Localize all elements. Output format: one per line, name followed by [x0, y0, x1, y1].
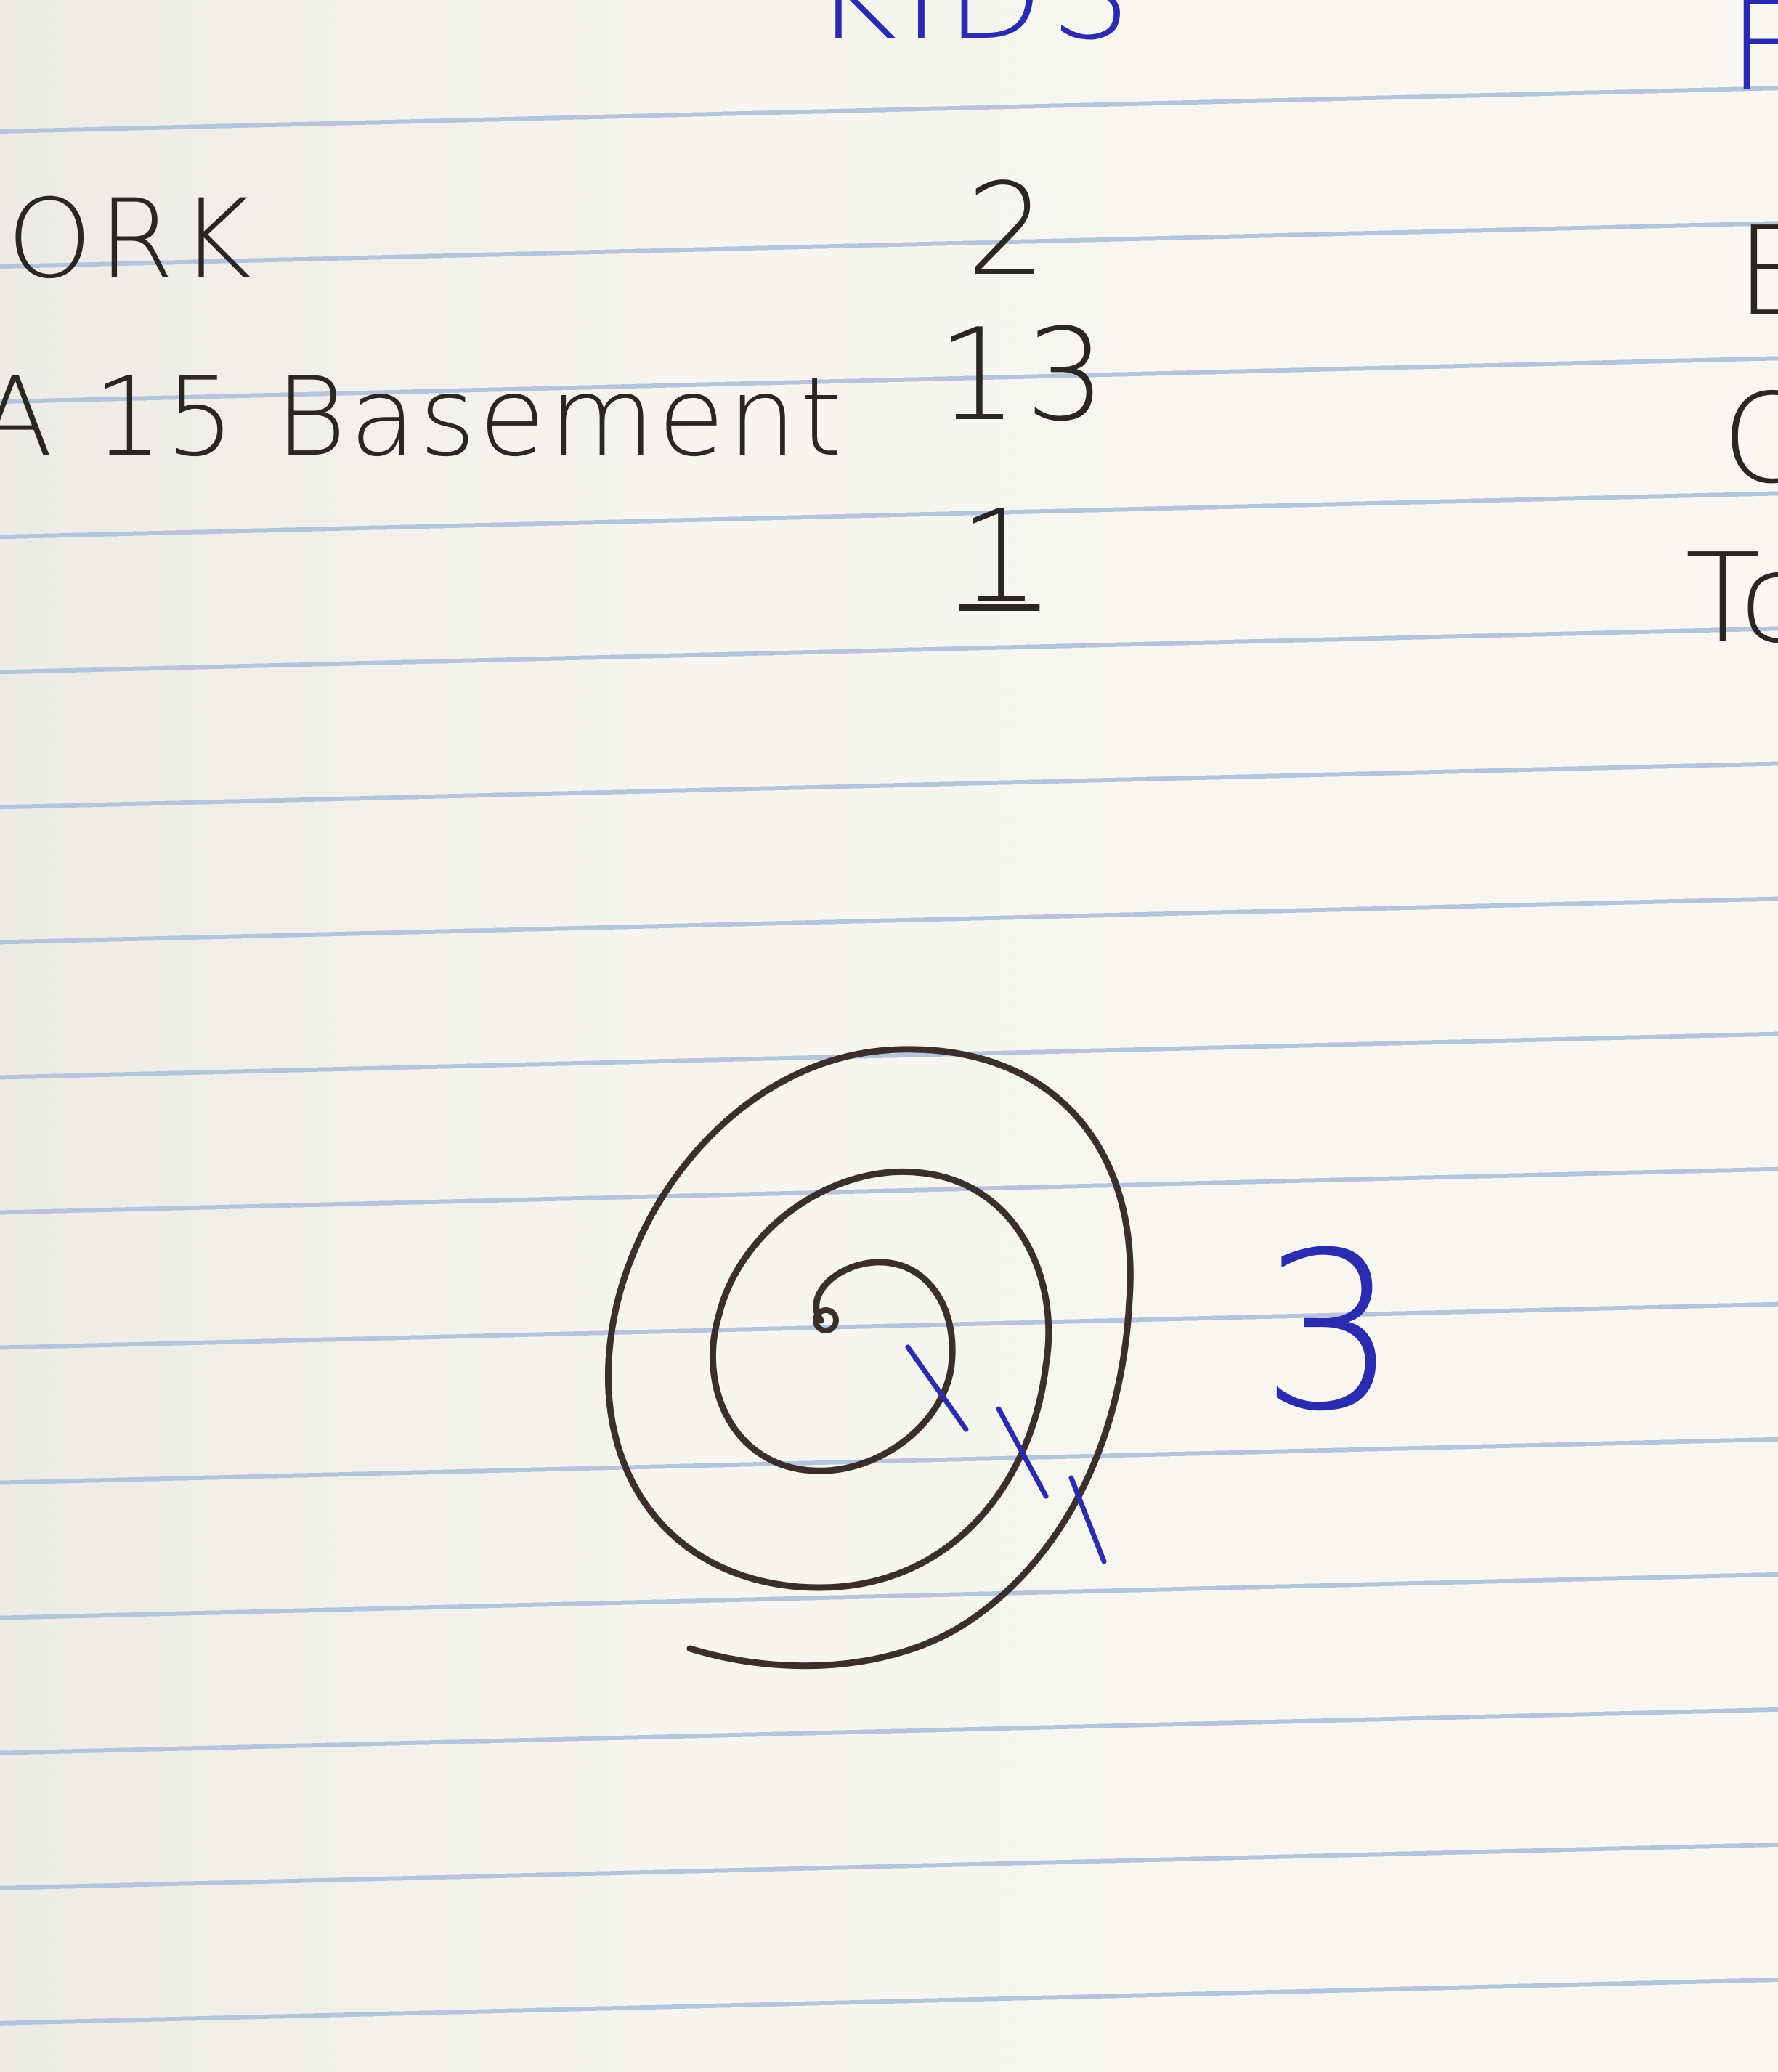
column-header-right-partial: F	[1729, 0, 1778, 119]
row-right-partial: E	[1736, 200, 1778, 344]
row-value-underlined: 1	[959, 484, 1040, 631]
spiral-count-number: 3	[1260, 1206, 1399, 1459]
row-label: A 15 Basement	[0, 354, 845, 481]
tally-mark	[905, 1344, 969, 1432]
row-value: 13	[937, 302, 1113, 450]
row-value: 2	[966, 157, 1047, 304]
row-right-partial: Tc	[1685, 527, 1778, 671]
row-label: 'ORK	[0, 176, 257, 303]
tally-marks	[905, 1344, 1107, 1564]
spiral-icon	[604, 1046, 1134, 1670]
tally-mark	[996, 1406, 1049, 1499]
column-header-kids: KIDS	[813, 0, 1136, 58]
row-right-partial: C	[1721, 367, 1778, 511]
tally-mark	[1068, 1475, 1107, 1564]
spiral-center-dot	[813, 1307, 839, 1333]
